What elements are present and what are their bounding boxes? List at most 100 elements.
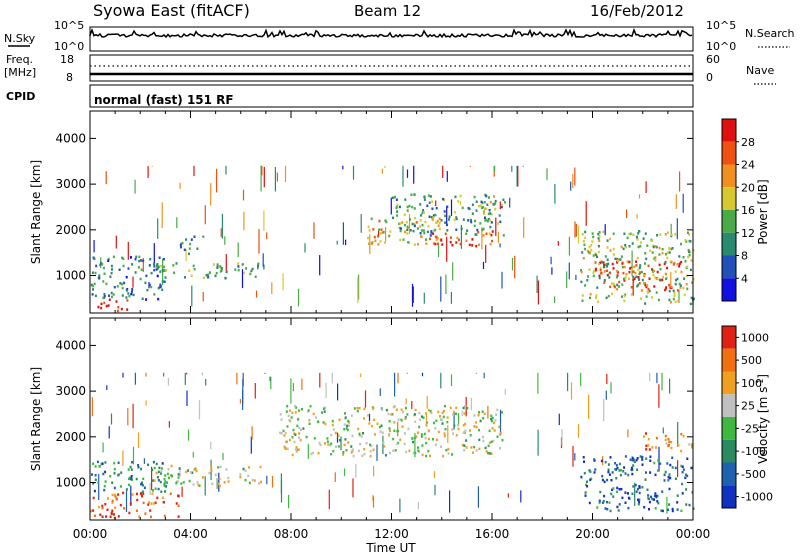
echo-cell <box>681 471 684 474</box>
echo-cell <box>592 274 595 278</box>
echo-cell <box>680 270 683 274</box>
echo-cell <box>661 509 664 513</box>
echo-cell <box>160 470 163 473</box>
echo-cell <box>659 279 662 282</box>
echo-cell <box>455 406 458 410</box>
echo-cell <box>367 225 370 229</box>
echo-cell <box>455 434 458 437</box>
echo-cell <box>668 444 670 447</box>
echo-cell <box>110 271 113 275</box>
echo-cell <box>611 471 614 474</box>
echo-cell <box>392 216 394 220</box>
echo-cell <box>633 277 636 280</box>
echo-cell <box>385 220 388 224</box>
echo-cell <box>94 474 97 477</box>
echo-cell <box>389 429 391 433</box>
echo-cell <box>361 454 364 458</box>
echo-cell <box>451 243 454 247</box>
freq-tick-top: 18 <box>60 53 74 66</box>
echo-cell <box>391 196 394 199</box>
noise-stripe <box>186 390 188 406</box>
colorbar-swatch <box>722 278 736 301</box>
echo-cell <box>423 231 426 235</box>
echo-cell <box>444 214 446 218</box>
noise-stripe <box>222 452 224 460</box>
echo-cell <box>413 224 416 228</box>
echo-cell <box>616 257 619 261</box>
echo-cell <box>670 446 673 450</box>
echo-cell <box>630 286 633 289</box>
echo-cell <box>674 466 677 470</box>
echo-cell <box>297 436 300 439</box>
echo-cell <box>352 454 355 458</box>
noise-stripe <box>580 372 582 387</box>
echo-cell <box>607 262 610 266</box>
echo-cell <box>597 300 600 304</box>
echo-cell <box>429 409 432 413</box>
noise-stripe <box>352 165 355 180</box>
echo-cell <box>630 466 633 470</box>
echo-cell <box>663 479 666 482</box>
echo-cell <box>478 243 480 247</box>
echo-cell <box>471 244 474 247</box>
echo-cell <box>684 238 687 242</box>
echo-cell <box>646 290 649 294</box>
echo-cell <box>618 462 621 466</box>
echo-cell <box>589 478 592 482</box>
echo-cell <box>220 267 223 270</box>
echo-cell <box>286 425 289 428</box>
echo-cell <box>422 229 425 232</box>
nsearch-tick-bottom: 10^0 <box>706 40 736 53</box>
echo-cell <box>299 438 302 442</box>
noise-stripe <box>457 413 460 427</box>
echo-cell <box>685 283 688 286</box>
echo-cell <box>609 249 612 252</box>
echo-cell <box>436 237 439 240</box>
echo-cell <box>432 229 435 232</box>
echo-cell <box>641 486 644 489</box>
noise-stripe <box>670 272 672 290</box>
echo-cell <box>412 229 415 233</box>
echo-cell <box>656 234 659 237</box>
echo-cell <box>105 515 108 518</box>
echo-cell <box>619 473 622 477</box>
noise-stripe <box>263 264 265 270</box>
echo-cell <box>423 195 426 198</box>
echo-cell <box>141 484 144 487</box>
echo-cell <box>153 262 155 266</box>
noise-stripe <box>656 372 658 384</box>
echo-cell <box>610 492 613 496</box>
echo-cell <box>606 269 608 272</box>
echo-cell <box>154 501 157 504</box>
echo-cell <box>442 454 445 458</box>
echo-cell <box>615 477 618 480</box>
noise-stripe <box>574 167 576 186</box>
echo-cell <box>467 207 470 210</box>
y-tick-label: 2000 <box>55 223 86 237</box>
echo-cell <box>211 482 214 486</box>
noise-stripe <box>634 482 636 506</box>
noise-stripe <box>487 405 489 419</box>
noise-stripe <box>242 189 245 201</box>
noise-stripe <box>241 269 244 289</box>
echo-cell <box>474 219 476 223</box>
nave-tick-bottom: 0 <box>706 71 713 84</box>
noise-stripe <box>220 228 222 238</box>
noise-stripe <box>658 384 660 408</box>
echo-cell <box>391 413 394 416</box>
echo-cell <box>151 479 154 482</box>
echo-cell <box>202 235 205 238</box>
noise-stripe <box>218 472 220 492</box>
echo-cell <box>627 473 630 477</box>
noise-stripe <box>250 436 252 454</box>
echo-cell <box>139 492 142 495</box>
echo-cell <box>691 281 693 284</box>
colorbar-swatch <box>722 119 736 142</box>
echo-cell <box>159 480 162 484</box>
echo-cell <box>609 509 612 513</box>
echo-cell <box>159 285 162 288</box>
echo-cell <box>454 195 457 199</box>
noise-stripe <box>437 243 440 257</box>
noise-stripe <box>236 372 238 385</box>
noise-stripe <box>328 489 330 510</box>
